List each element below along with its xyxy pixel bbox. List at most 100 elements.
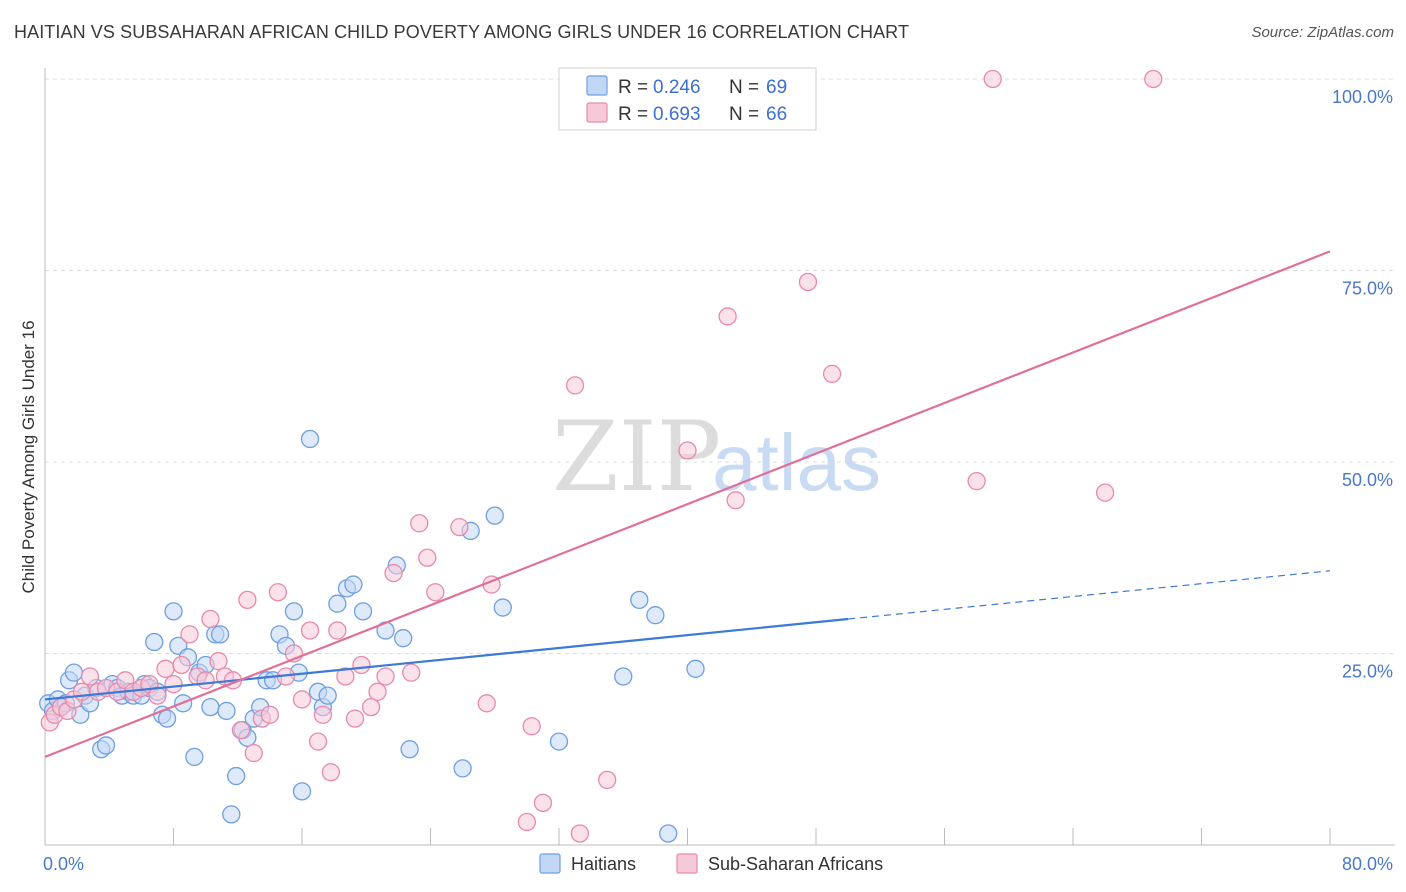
haitians-point-6 <box>64 663 84 682</box>
haitians-trend-extension <box>848 570 1331 620</box>
legend-r-value-2: 0.693 <box>653 104 701 125</box>
haitians-point-37 <box>226 766 246 786</box>
subsaharan-point-57 <box>570 824 590 843</box>
y-tick-label-2: 75.0% <box>1342 279 1393 299</box>
legend-r-label-1: R = <box>618 77 648 98</box>
subsaharan-point-67 <box>1144 69 1163 89</box>
subsaharan-point-40 <box>345 709 365 728</box>
haitians-point-52 <box>318 686 337 705</box>
subsaharan-point-30 <box>268 583 288 602</box>
subsaharan-point-6 <box>80 667 100 686</box>
bottom-legend: Haitians Sub-Saharan Africans <box>539 853 883 874</box>
subsaharan-point-43 <box>368 682 387 701</box>
subsaharan-trend-line <box>44 250 1331 758</box>
subsaharan-point-38 <box>328 621 347 640</box>
haitians-point-66 <box>614 667 633 686</box>
legend-n-value-1: 69 <box>766 77 787 98</box>
subsaharan-point-66 <box>1095 483 1115 502</box>
haitians-point-65 <box>549 732 569 751</box>
haitians-point-32 <box>201 697 220 717</box>
y-tick-label-3: 100.0% <box>1332 87 1393 107</box>
y-tick-labels: 25.0% 50.0% 75.0% 100.0% <box>1332 87 1393 682</box>
subsaharan-point-39 <box>336 667 355 686</box>
haitians-point-53 <box>328 594 347 613</box>
subsaharan-point-36 <box>313 705 333 724</box>
haitians-point-64 <box>493 598 512 617</box>
haitians-point-68 <box>646 606 665 625</box>
haitians-point-60 <box>400 740 419 759</box>
subsaharan-point-64 <box>967 471 986 491</box>
subsaharan-point-41 <box>352 655 371 675</box>
subsaharan-point-18 <box>180 625 199 644</box>
subsaharan-point-56 <box>565 376 585 395</box>
bottom-legend-haitians: Haitians <box>571 854 636 874</box>
subsaharan-point-54 <box>522 717 541 736</box>
y-axis-label: Child Poverty Among Girls Under 16 <box>19 320 38 593</box>
subsaharan-point-25 <box>231 720 251 740</box>
subsaharan-point-27 <box>244 743 263 763</box>
subsaharan-point-17 <box>172 655 191 675</box>
x-tick-label-1: 80.0% <box>1342 854 1393 874</box>
subsaharan-point-22 <box>209 652 228 671</box>
subsaharan-point-20 <box>196 671 215 690</box>
haitians-point-56 <box>353 602 373 621</box>
watermark-zip: ZIP <box>552 401 721 513</box>
subsaharan-point-5 <box>72 682 92 701</box>
bottom-legend-swatch-haitians <box>539 853 561 874</box>
subsaharan-point-50 <box>450 517 469 537</box>
y-tick-label-1: 50.0% <box>1342 470 1393 490</box>
legend-swatch-subsaharan <box>586 102 608 123</box>
haitians-point-61 <box>453 759 472 778</box>
haitians-point-12 <box>96 736 116 755</box>
haitians-point-69 <box>659 824 678 843</box>
x-tick-label-0: 0.0% <box>43 854 84 874</box>
watermark: ZIP atlas <box>552 401 881 513</box>
haitians-trend-line <box>44 617 849 701</box>
subsaharan-point-46 <box>402 663 421 682</box>
watermark-atlas: atlas <box>712 418 881 507</box>
bottom-legend-subsaharan: Sub-Saharan Africans <box>708 854 883 874</box>
haitians-point-49 <box>300 429 320 449</box>
haitians-point-35 <box>217 701 236 721</box>
subsaharan-point-34 <box>300 621 320 640</box>
subsaharan-point-60 <box>718 307 737 326</box>
haitians-point-55 <box>344 575 363 594</box>
haitians-point-63 <box>485 506 504 525</box>
haitians-point-70 <box>686 659 705 678</box>
legend-r-value-1: 0.246 <box>653 77 701 98</box>
subsaharan-point-29 <box>260 705 280 724</box>
haitians-point-46 <box>284 602 304 621</box>
subsaharan-point-44 <box>376 667 395 686</box>
subsaharan-point-21 <box>201 609 220 629</box>
y-tick-label-0: 25.0% <box>1342 662 1393 682</box>
legend: R = 0.246 N = 69 R = 0.693 N = 66 <box>558 67 817 131</box>
subsaharan-point-62 <box>798 272 818 292</box>
legend-swatch-haitians <box>586 75 608 96</box>
subsaharan-point-49 <box>426 583 445 602</box>
haitians-point-67 <box>630 590 649 610</box>
subsaharan-point-26 <box>238 590 257 610</box>
gridlines <box>45 78 1395 654</box>
haitians-point-21 <box>145 632 164 652</box>
subsaharan-point-47 <box>410 514 429 533</box>
subsaharan-point-59 <box>678 441 697 460</box>
subsaharan-point-33 <box>292 690 312 709</box>
haitians-point-48 <box>292 782 312 801</box>
haitians-point-24 <box>157 709 177 728</box>
subsaharan-point-48 <box>418 548 437 567</box>
subsaharan-point-45 <box>384 563 403 583</box>
haitians-point-29 <box>185 747 204 767</box>
legend-n-label-2: N = <box>729 104 759 125</box>
subsaharan-point-55 <box>533 793 553 813</box>
legend-r-label-2: R = <box>618 104 648 125</box>
legend-n-value-2: 66 <box>766 104 787 125</box>
bottom-legend-swatch-subsaharan <box>676 853 698 874</box>
source-note: Source: ZipAtlas.com <box>1251 24 1394 41</box>
haitians-point-36 <box>222 805 241 824</box>
subsaharan-point-58 <box>598 770 617 790</box>
haitians-point-59 <box>394 629 413 648</box>
x-tick-labels: 0.0% 80.0% <box>43 854 1393 874</box>
subsaharan-point-15 <box>156 659 175 678</box>
haitians-point-25 <box>164 602 183 621</box>
